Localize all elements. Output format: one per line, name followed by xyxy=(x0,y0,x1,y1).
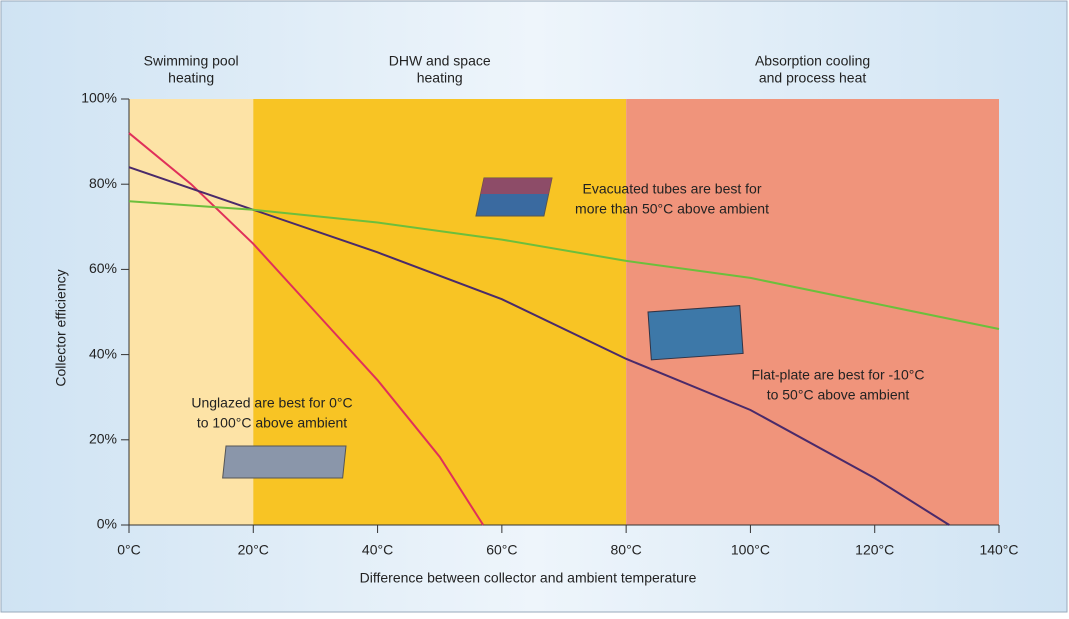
x-tick-label: 0°C xyxy=(117,542,141,558)
band-label: heating xyxy=(168,70,214,86)
y-tick-label: 100% xyxy=(81,90,117,106)
x-tick-label: 40°C xyxy=(362,542,393,558)
x-tick-label: 80°C xyxy=(611,542,642,558)
plot-area xyxy=(121,98,1000,533)
x-tick-label: 20°C xyxy=(238,542,269,558)
series-line xyxy=(128,166,950,526)
band-label: heating xyxy=(417,70,463,86)
annotation: Unglazed are best for 0°C xyxy=(191,395,352,411)
series-line xyxy=(128,200,1000,331)
series-line xyxy=(128,132,485,526)
band-label: Absorption cooling xyxy=(755,53,870,69)
band-label: Swimming pool xyxy=(144,53,239,69)
y-axis-label: Collector efficiency xyxy=(53,269,69,386)
band-label: and process heat xyxy=(759,70,867,86)
x-tick-label: 120°C xyxy=(855,542,894,558)
y-tick-label: 40% xyxy=(89,345,117,361)
x-tick-label: 140°C xyxy=(979,542,1018,558)
y-tick-label: 60% xyxy=(89,260,117,276)
y-tick-label: 80% xyxy=(89,175,117,191)
collector-images xyxy=(222,177,744,479)
labels: Difference between collector and ambient… xyxy=(53,53,1019,586)
annotation: more than 50°C above ambient xyxy=(575,201,769,217)
x-tick-label: 100°C xyxy=(731,542,770,558)
unglazed-image xyxy=(222,445,347,479)
band-label: DHW and space xyxy=(389,53,491,69)
y-tick-label: 0% xyxy=(97,516,117,532)
annotation: Flat-plate are best for -10°C xyxy=(752,367,925,383)
x-tick-label: 60°C xyxy=(486,542,517,558)
x-axis-label: Difference between collector and ambient… xyxy=(360,570,697,586)
y-tick-label: 20% xyxy=(89,431,117,447)
flat-plate-image xyxy=(647,305,744,361)
annotation: to 50°C above ambient xyxy=(767,387,910,403)
annotation: Evacuated tubes are best for xyxy=(583,181,762,197)
evacuated-tube-image xyxy=(480,178,552,194)
annotation: to 100°C above ambient xyxy=(197,415,347,431)
